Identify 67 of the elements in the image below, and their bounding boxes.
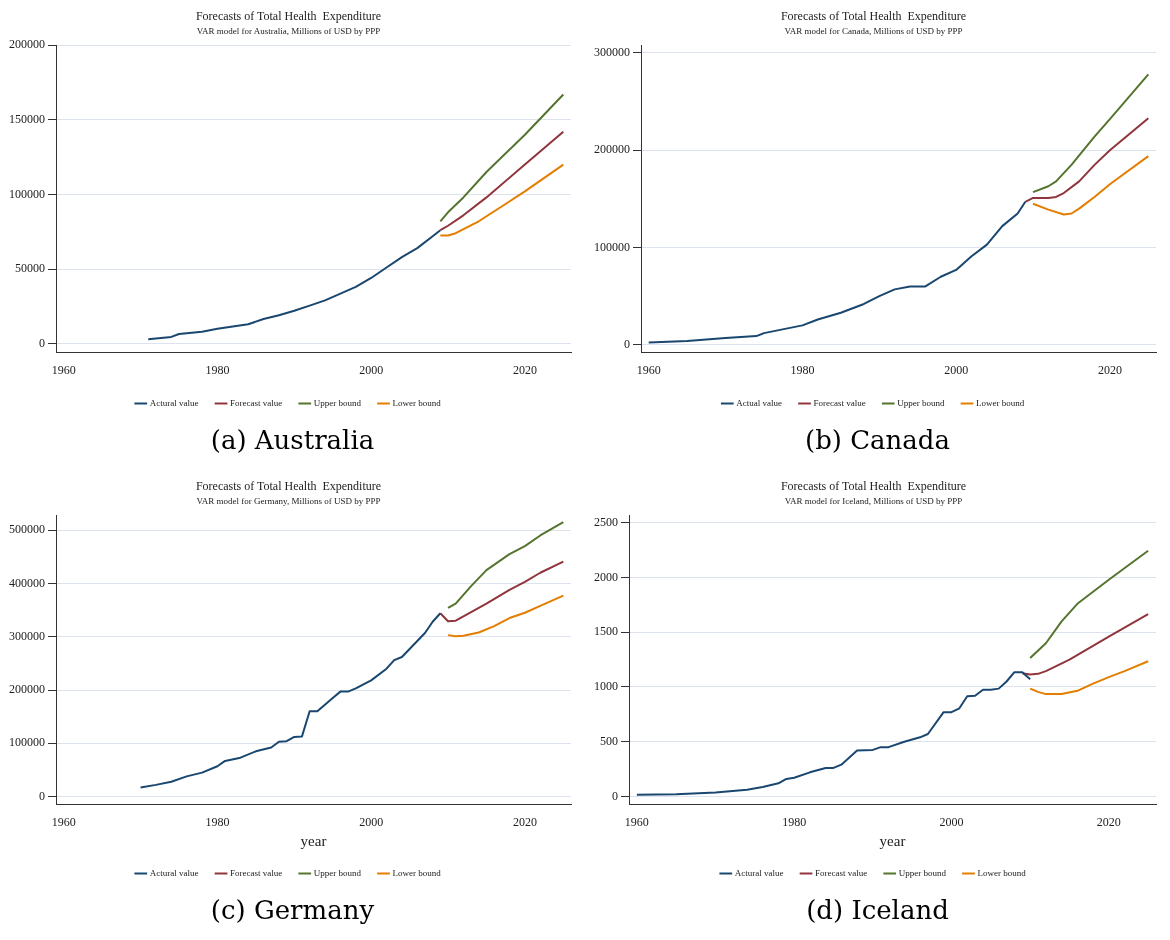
chart-title: Forecasts of Total Health Expenditure	[780, 479, 967, 494]
chart-title: Forecasts of Total Health Expenditure	[195, 479, 382, 494]
x-tick-label: 1960	[624, 814, 649, 829]
legend-label: Lower bound	[392, 867, 442, 878]
chart-subtitle: VAR model for Iceland, Millions of USD by PPP	[784, 496, 963, 507]
y-tick-label: 0	[612, 788, 618, 803]
legend-label: Upper bound	[897, 397, 945, 408]
x-tick-label: 2000	[359, 814, 384, 829]
x-tick-label: 2020	[1097, 362, 1122, 377]
x-tick-label: 1960	[51, 362, 76, 377]
y-tick-label: 150000	[9, 111, 45, 126]
y-tick-label: 200000	[594, 142, 630, 157]
x-tick-label: 1980	[790, 362, 815, 377]
legend-label: Forecast value	[815, 867, 868, 878]
x-tick-label: 2000	[939, 814, 964, 829]
legend-label: Forecast value	[813, 397, 866, 408]
legend-label: Lower bound	[977, 867, 1027, 878]
chart-subtitle: VAR model for Australia, Millions of USD by PPP	[196, 26, 381, 37]
y-tick-label: 200000	[9, 37, 45, 52]
x-tick-label: 2000	[359, 362, 384, 377]
y-tick-label: 300000	[9, 628, 45, 643]
x-tick-label: 2020	[512, 814, 537, 829]
text: (a) Australia	[209, 424, 376, 457]
x-tick-label: 2020	[512, 362, 537, 377]
x-tick-label: 2020	[1096, 814, 1121, 829]
y-tick-label: 0	[624, 336, 630, 351]
text: (d) Iceland	[805, 894, 950, 927]
legend-label: Actural value	[734, 867, 784, 878]
x-tick-label: 1960	[636, 362, 661, 377]
y-tick-label: 1000	[594, 679, 618, 694]
chart-title: Forecasts of Total Health Expenditure	[780, 9, 967, 24]
x-tick-label: 1980	[205, 362, 230, 377]
x-axis-title: year	[879, 832, 906, 849]
legend-label: Actural value	[149, 397, 199, 408]
text: (b) Canada	[804, 424, 951, 457]
chart-subtitle: VAR model for Germany, Millions of USD by PPP	[196, 496, 381, 507]
y-tick-label: 100000	[9, 186, 45, 201]
legend-label: Actual value	[736, 397, 783, 408]
legend-label: Actural value	[149, 867, 199, 878]
legend-label: Lower bound	[392, 397, 442, 408]
y-tick-label: 50000	[15, 261, 45, 276]
y-tick-label: 500	[600, 733, 618, 748]
x-tick-label: 2000	[944, 362, 969, 377]
legend-label: Upper bound	[313, 867, 362, 878]
legend-label: Lower bound	[975, 397, 1025, 408]
y-tick-label: 1500	[594, 624, 618, 639]
x-tick-label: 1980	[205, 814, 230, 829]
y-tick-label: 2000	[594, 569, 618, 584]
text: (c) Germany	[209, 894, 376, 927]
y-tick-label: 400000	[9, 575, 45, 590]
y-tick-label: 500000	[9, 522, 45, 537]
y-tick-label: 100000	[9, 735, 45, 750]
legend-label: Upper bound	[313, 397, 362, 408]
x-tick-label: 1980	[782, 814, 807, 829]
legend-label: Upper bound	[898, 867, 947, 878]
y-tick-label: 200000	[9, 682, 45, 697]
x-tick-label: 1960	[51, 814, 76, 829]
chart-title: Forecasts of Total Health Expenditure	[195, 9, 382, 24]
chart-subtitle: VAR model for Canada, Millions of USD by PPP	[784, 26, 963, 37]
y-tick-label: 100000	[594, 239, 630, 254]
legend-label: Forecast value	[230, 867, 283, 878]
y-tick-label: 2500	[594, 515, 618, 530]
y-tick-label: 0	[39, 335, 45, 350]
x-axis-title: year	[300, 832, 327, 849]
legend-label: Forecast value	[230, 397, 283, 408]
y-tick-label: 0	[39, 788, 45, 803]
y-tick-label: 300000	[594, 45, 630, 60]
